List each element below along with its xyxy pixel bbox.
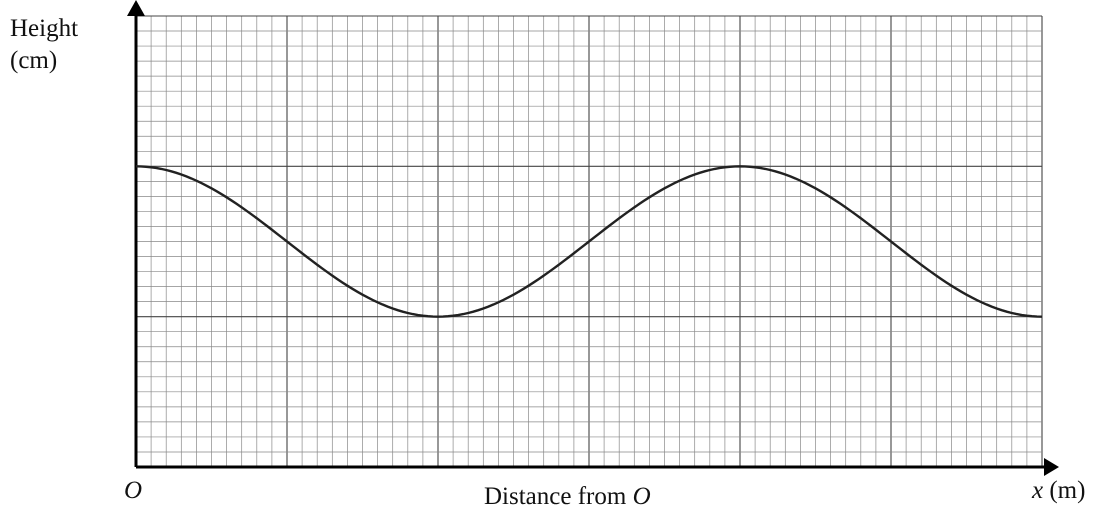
x-axis-var: x [1032, 477, 1044, 504]
x-axis-unit-label: x (m) [1032, 478, 1085, 503]
y-axis-label-line2: (cm) [10, 47, 58, 74]
series-line [135, 165, 1043, 318]
x-axis-title-var: O [632, 483, 651, 510]
y-axis-label-line1: Height [10, 15, 79, 42]
x-axis-title-text: Distance from [484, 483, 633, 510]
y-axis-arrowhead [127, 0, 145, 16]
origin-label: O [124, 477, 143, 504]
x-axis-title: Distance from O [484, 484, 651, 509]
x-axis-arrowhead [1044, 458, 1059, 476]
x-axis-unit: (m) [1049, 477, 1086, 504]
